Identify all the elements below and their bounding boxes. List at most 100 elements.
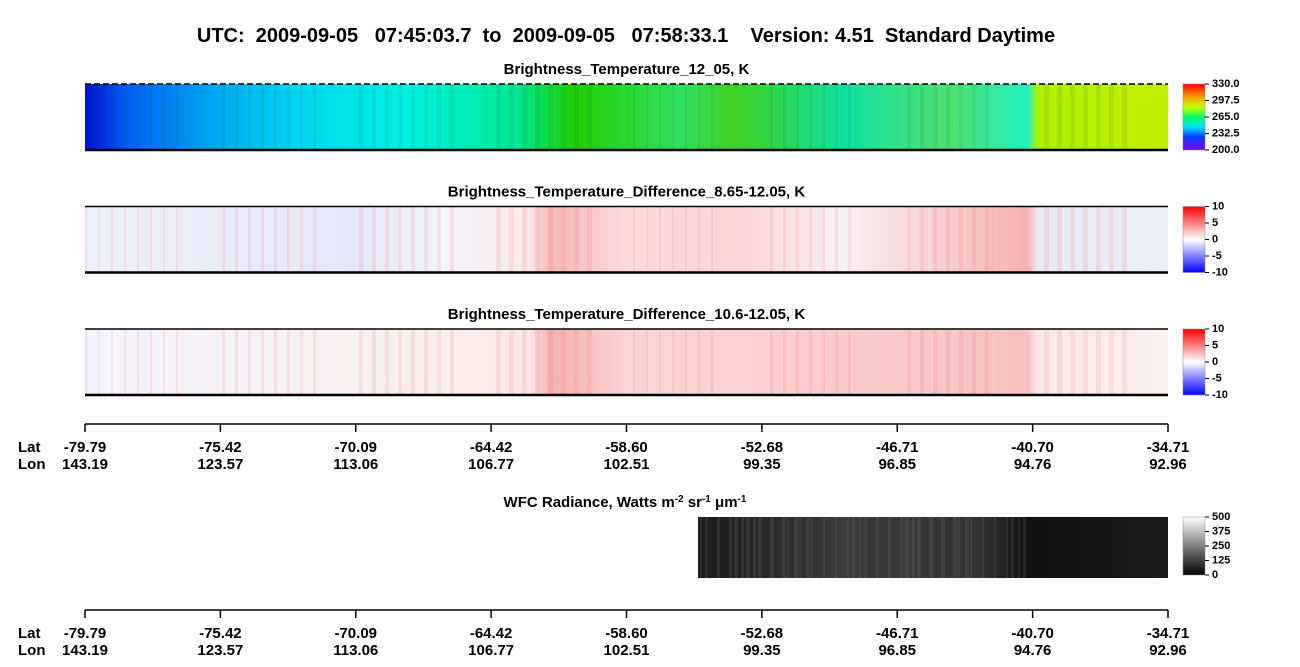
stripe xyxy=(1083,329,1088,395)
stripe xyxy=(953,517,957,578)
stripe xyxy=(424,206,428,273)
stripe xyxy=(905,517,909,578)
stripe xyxy=(535,329,540,395)
stripe xyxy=(741,517,744,578)
colorbar-label: 265.0 xyxy=(1212,111,1240,123)
stripe xyxy=(796,329,799,395)
title-part: -2 xyxy=(675,494,684,505)
stripe xyxy=(561,206,566,273)
stripe xyxy=(711,329,713,395)
lon-tick: 94.76 xyxy=(1014,642,1052,659)
stripe xyxy=(548,206,553,273)
stripe xyxy=(398,206,402,273)
stripe xyxy=(587,206,592,273)
stripe xyxy=(933,329,937,395)
stripe xyxy=(972,329,976,395)
stripe xyxy=(85,206,87,273)
stripe xyxy=(809,84,812,150)
stripe xyxy=(920,84,924,150)
stripe xyxy=(300,329,303,395)
stripe xyxy=(522,84,527,150)
lon-tick: 102.51 xyxy=(604,456,650,473)
stripe xyxy=(847,517,849,578)
stripe xyxy=(274,206,277,273)
main-title: UTC: 2009-09-05 07:45:03.7 to 2009-09-05… xyxy=(197,25,1055,47)
stripe xyxy=(111,84,113,150)
stripe xyxy=(659,329,661,395)
stripe xyxy=(535,84,540,150)
stripe xyxy=(920,206,924,273)
stripe xyxy=(150,84,152,150)
stripe xyxy=(1057,329,1062,395)
stripe xyxy=(783,206,786,273)
stripe xyxy=(920,329,924,395)
colorbar-label: 330.0 xyxy=(1212,78,1240,90)
colorbar-label: 125 xyxy=(1212,554,1230,566)
stripe xyxy=(848,84,851,150)
stripe xyxy=(958,517,960,578)
stripe xyxy=(933,84,937,150)
stripe xyxy=(137,329,139,395)
stripe xyxy=(235,84,238,150)
stripe xyxy=(222,206,225,273)
stripe xyxy=(509,84,514,150)
colorbar-label: 10 xyxy=(1212,323,1224,335)
stripe xyxy=(965,517,969,578)
colorbar-label: 0 xyxy=(1212,569,1218,581)
stripe xyxy=(809,329,812,395)
stripe xyxy=(985,329,989,395)
stripe xyxy=(758,517,762,578)
stripe xyxy=(806,517,810,578)
colorbar-label: 250 xyxy=(1212,540,1230,552)
stripe xyxy=(450,206,454,273)
stripe xyxy=(770,84,773,150)
heatmap xyxy=(85,84,1168,150)
stripe xyxy=(359,206,363,273)
stripe xyxy=(782,517,786,578)
lat-tick: -46.71 xyxy=(876,625,919,642)
lat-tick: -46.71 xyxy=(876,439,919,456)
stripe xyxy=(659,84,661,150)
stripe xyxy=(994,517,996,578)
stripe xyxy=(783,84,786,150)
stripe xyxy=(848,206,851,273)
colorbar-label: 375 xyxy=(1212,525,1230,537)
stripe xyxy=(450,329,454,395)
colorbar-label: 500 xyxy=(1212,511,1230,523)
stripe xyxy=(1057,206,1062,273)
stripe xyxy=(124,84,126,150)
stripe xyxy=(274,329,277,395)
stripe xyxy=(633,84,635,150)
lon-tick: 96.85 xyxy=(878,456,916,473)
stripe xyxy=(261,84,264,150)
stripe xyxy=(548,329,553,395)
stripe xyxy=(150,206,152,273)
stripe xyxy=(796,84,799,150)
lat-tick: -34.71 xyxy=(1147,625,1190,642)
stripe xyxy=(274,84,277,150)
stripe xyxy=(770,517,774,578)
stripe xyxy=(685,206,687,273)
lat-tick: -52.68 xyxy=(741,439,784,456)
stripe xyxy=(672,206,674,273)
lon-tick: 123.57 xyxy=(197,642,243,659)
stripe xyxy=(300,84,303,150)
stripe xyxy=(705,517,708,578)
colorbar-label: 200.0 xyxy=(1212,144,1240,156)
stripe xyxy=(1057,84,1062,150)
lat-tick: -40.70 xyxy=(1011,625,1054,642)
lat-tick: -70.09 xyxy=(334,439,377,456)
title-part: μm xyxy=(711,494,738,511)
lat-tick: -79.79 xyxy=(64,439,107,456)
stripe xyxy=(809,206,812,273)
stripe xyxy=(574,329,579,395)
stripe xyxy=(261,206,264,273)
stripe xyxy=(496,206,501,273)
stripe xyxy=(711,84,713,150)
stripe xyxy=(1011,517,1014,578)
stripe xyxy=(385,84,389,150)
lat-tick: -58.60 xyxy=(605,625,648,642)
stripe xyxy=(698,329,700,395)
stripe xyxy=(959,206,963,273)
stripe xyxy=(946,84,950,150)
